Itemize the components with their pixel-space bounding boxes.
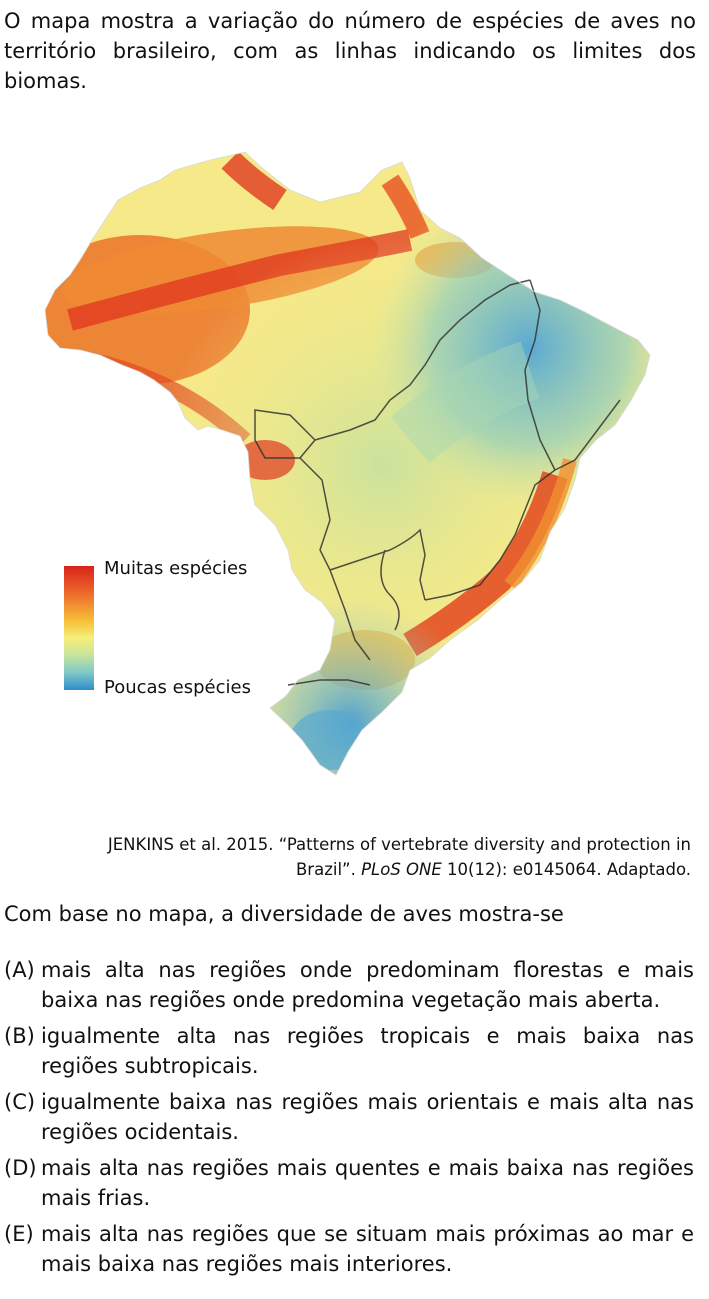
option-b[interactable]: (B) igualmente alta nas regiões tropicai…: [4, 1021, 694, 1081]
option-d-letter: (D): [4, 1156, 37, 1180]
source-line-2a: Brazil”.: [295, 860, 362, 879]
source-line-2b: 10(12): e0145064. Adaptado.: [441, 860, 691, 879]
option-b-text: igualmente alta nas regiões tropicais e …: [41, 1024, 694, 1078]
intro-text: O mapa mostra a variação do número de es…: [4, 9, 696, 93]
legend-color-scale: [64, 566, 94, 690]
option-c[interactable]: (C) igualmente baixa nas regiões mais or…: [4, 1087, 694, 1147]
legend-high-label: Muitas espécies: [104, 558, 248, 579]
option-d-text: mais alta nas regiões mais quentes e mai…: [41, 1156, 694, 1210]
source-line-1: JENKINS et al. 2015. “Patterns of verteb…: [107, 835, 691, 854]
option-a-text: mais alta nas regiões onde predominam fl…: [41, 958, 694, 1012]
map-figure: [44, 151, 651, 776]
option-e-letter: (E): [4, 1222, 34, 1246]
source-citation: JENKINS et al. 2015. “Patterns of verteb…: [41, 832, 691, 882]
option-e-text: mais alta nas regiões que se situam mais…: [41, 1222, 694, 1276]
option-c-letter: (C): [4, 1090, 36, 1114]
source-line-2: Brazil”. PLoS ONE 10(12): e0145064. Adap…: [41, 857, 691, 882]
option-e[interactable]: (E) mais alta nas regiões que se situam …: [4, 1219, 694, 1279]
source-journal: PLoS ONE: [361, 860, 442, 879]
question-stem: Com base no mapa, a diversidade de aves …: [4, 902, 564, 926]
option-c-text: igualmente baixa nas regiões mais orient…: [41, 1090, 694, 1144]
option-a-letter: (A): [4, 958, 35, 982]
option-b-letter: (B): [4, 1024, 35, 1048]
option-a[interactable]: (A) mais alta nas regiões onde predomina…: [4, 955, 694, 1015]
brazil-bird-diversity-map: [30, 140, 670, 790]
answer-options: (A) mais alta nas regiões onde predomina…: [4, 955, 694, 1285]
option-d[interactable]: (D) mais alta nas regiões mais quentes e…: [4, 1153, 694, 1213]
legend-low-label: Poucas espécies: [104, 677, 251, 698]
